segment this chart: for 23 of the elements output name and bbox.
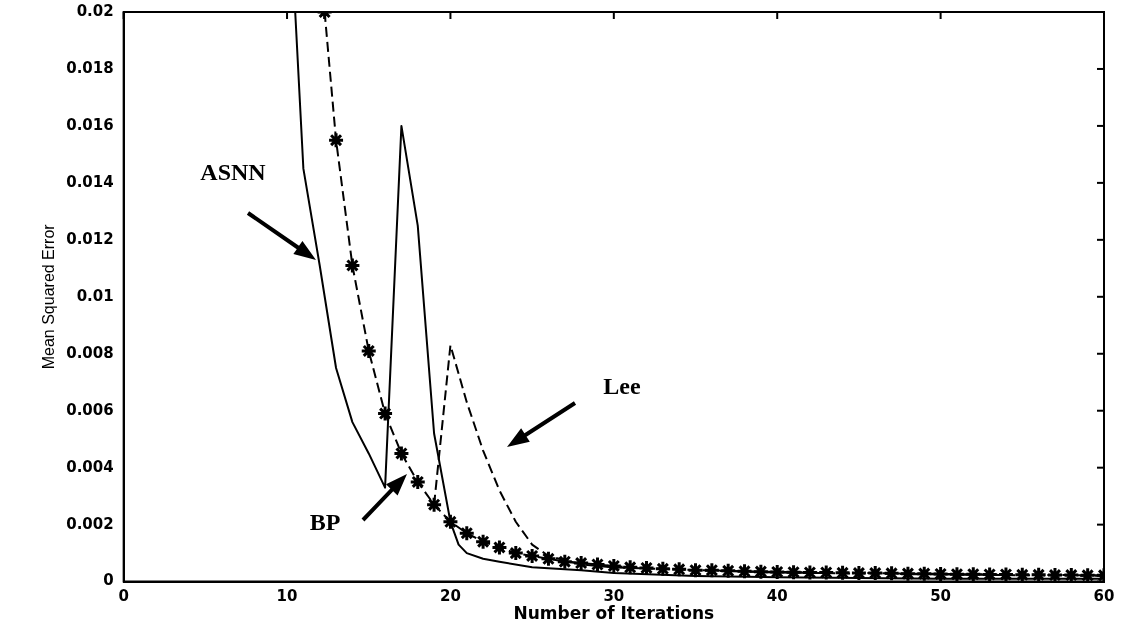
y-tick-label: 0 (103, 571, 114, 590)
y-tick-label: 0.008 (66, 343, 114, 362)
x-tick-label: 30 (603, 587, 625, 606)
annotation: Lee (603, 372, 641, 400)
y-tick-label: 0.018 (66, 58, 114, 77)
x-tick-label: 10 (276, 587, 298, 606)
x-tick-label: 0 (118, 587, 129, 606)
x-axis-title: Number of Iterations (513, 603, 715, 624)
x-tick-label: 40 (766, 587, 788, 606)
y-tick-label: 0.004 (66, 457, 114, 476)
y-tick-label: 0.012 (66, 229, 114, 248)
annotation: ASNN (200, 158, 266, 186)
y-tick-label: 0.01 (76, 286, 114, 305)
y-tick-label: 0.002 (66, 514, 114, 533)
y-tick-label: 0.02 (76, 1, 114, 20)
annotation: BP (309, 508, 341, 536)
y-tick-label: 0.006 (66, 400, 114, 419)
x-tick-label: 50 (930, 587, 952, 606)
y-axis-title: Mean Squared Error (40, 223, 58, 370)
x-tick-label: 60 (1093, 587, 1115, 606)
x-tick-label: 20 (439, 587, 461, 606)
y-tick-label: 0.016 (66, 115, 114, 134)
y-tick-label: 0.014 (66, 172, 114, 191)
